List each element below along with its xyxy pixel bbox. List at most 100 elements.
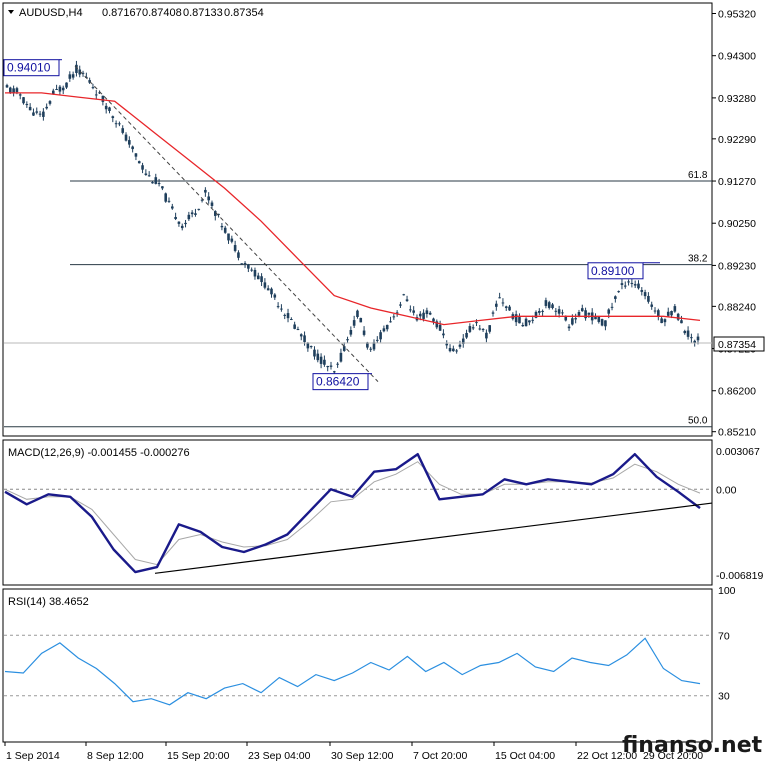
candle-body [263,282,267,288]
candle-body [55,89,58,91]
price-axis-tick: 0.92290 [718,134,756,146]
candle-body [544,300,548,306]
candle-body [657,310,660,317]
candle-body [38,113,42,115]
candle-body [504,306,508,309]
candle-body [392,316,396,318]
candle-body [137,161,141,164]
candle-body [580,308,584,312]
candle-body [630,282,634,284]
chart-symbol: AUDUSD,H4 [19,7,83,19]
time-axis-label: 22 Oct 12:00 [577,750,637,762]
candle-body [128,140,131,145]
candle-body [243,263,247,265]
candle-body [670,311,673,316]
candle-body [316,353,320,361]
macd-panel-frame [2,439,713,586]
candle-body [104,105,108,110]
candle-body [240,263,244,265]
candle-body [154,177,158,184]
candle-body [475,322,478,324]
candle-body [352,320,356,326]
candle-body [293,324,296,329]
candle-body [233,245,237,251]
candle-body [620,283,624,285]
candle-body [445,343,449,346]
candle-body [600,319,604,326]
price-axis-tick: 0.88240 [718,301,756,313]
candle-body [362,330,366,335]
price-callout: 0.86420 [312,373,372,391]
candle-body [32,112,35,116]
candle-body [514,314,518,323]
price-axis-tick: 0.90250 [718,218,756,230]
candle-body [577,311,581,316]
candle-body [574,318,577,320]
candle-body [78,69,82,75]
candle-body [534,311,538,318]
candle-body [94,94,98,96]
candle-body [478,328,482,330]
candle-body [604,320,607,327]
candle-body [614,296,617,299]
candle-body [286,313,290,319]
candle-body [237,252,240,258]
candle-body [491,312,495,314]
candle-body [230,238,234,242]
price-axis-tick: 0.95320 [718,9,756,21]
candle-body [200,199,204,201]
price-callout-text: 0.89100 [591,264,635,278]
candle-body [435,321,439,328]
candle-body [647,295,650,302]
price-axis-tick: 0.91270 [718,176,756,188]
price-annotations: 0.94010 0.89100 0.86420 [3,59,660,391]
candle-body [190,212,194,215]
candle-body [167,200,171,202]
candle-body [319,356,323,364]
candle-body [683,330,687,334]
price-callout-box [3,59,60,77]
candle-body [273,294,277,298]
candle-body [223,227,227,233]
candle-body [114,123,118,125]
candle-body [607,309,611,314]
time-axis-label: 23 Sep 04:00 [248,750,311,762]
candle-body [5,85,9,88]
candle-body [12,88,15,93]
candle-body [217,213,220,215]
candle-body [250,269,253,271]
candle-body [680,320,683,324]
candle-body [65,82,68,88]
candle-body [260,276,263,283]
price-callout-text: 0.86420 [316,375,360,389]
candle-body [35,111,39,113]
candle-body [623,285,627,287]
price-axis: 0.95320 0.94300 0.93280 0.92290 0.91270 0.902… [712,9,756,439]
candle-body [498,297,501,299]
candle-body [346,339,349,341]
ohlc-open: 0.87167 [102,7,142,19]
watermark: finanso.net [622,733,763,758]
candle-body [164,193,167,202]
candle-body [686,330,690,337]
candle-body [372,342,376,350]
candle-body [528,320,531,323]
candle-body [521,325,525,327]
dropdown-triangle-icon[interactable] [8,10,14,14]
candle-body [617,291,620,293]
candle-body [45,106,48,109]
candle-body [660,318,663,324]
rsi-panel: 100 70 30 RSI(14) 38.4652 [2,585,736,743]
candle-body [177,221,181,224]
time-axis-label: 8 Sep 12:00 [87,750,144,762]
price-axis-tick: 0.85210 [718,427,756,439]
candle-body [481,328,485,331]
candle-body [366,342,369,348]
candle-body [524,318,528,327]
macd-trendline [154,502,713,574]
macd-axis-tick: -0.006819 [716,570,763,582]
time-axis-label: 1 Sep 2014 [6,750,60,762]
candle-body [333,371,336,373]
candle-body [541,310,544,312]
